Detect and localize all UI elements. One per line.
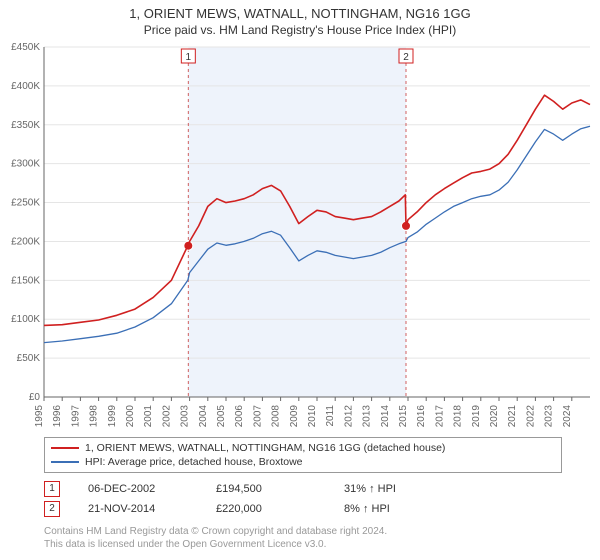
chart-subtitle: Price paid vs. HM Land Registry's House … — [0, 23, 600, 41]
svg-text:£450K: £450K — [11, 42, 40, 53]
svg-text:1999: 1999 — [107, 404, 118, 427]
svg-text:£100K: £100K — [11, 314, 40, 325]
svg-text:1995: 1995 — [34, 404, 45, 427]
svg-text:2003: 2003 — [180, 404, 191, 427]
svg-text:2001: 2001 — [143, 404, 154, 427]
svg-text:2006: 2006 — [234, 404, 245, 427]
legend-swatch — [51, 447, 79, 449]
legend-row: HPI: Average price, detached house, Brox… — [51, 455, 555, 469]
footer-line: Contains HM Land Registry data © Crown c… — [44, 525, 562, 538]
marker-price: £194,500 — [216, 483, 316, 495]
marker-table: 1 06-DEC-2002 £194,500 31% ↑ HPI 2 21-NOV-201… — [44, 479, 562, 519]
line-chart-svg: £0 £50K £100K £150K £200K £250K £300K £350K £400… — [0, 41, 600, 431]
svg-text:1: 1 — [186, 52, 192, 63]
chart-container: 1, ORIENT MEWS, WATNALL, NOTTINGHAM, NG1… — [0, 0, 600, 560]
svg-text:2009: 2009 — [289, 404, 300, 427]
marker-row: 1 06-DEC-2002 £194,500 31% ↑ HPI — [44, 479, 562, 499]
svg-text:2021: 2021 — [507, 404, 518, 427]
svg-text:£200K: £200K — [11, 236, 40, 247]
svg-text:2010: 2010 — [307, 404, 318, 427]
svg-text:2002: 2002 — [161, 404, 172, 427]
svg-text:£150K: £150K — [11, 275, 40, 286]
svg-text:2011: 2011 — [325, 404, 336, 426]
svg-text:£50K: £50K — [17, 353, 41, 364]
svg-text:2008: 2008 — [271, 404, 282, 427]
marker-date: 21-NOV-2014 — [88, 503, 188, 515]
chart-plot-area: £0 £50K £100K £150K £200K £250K £300K £350K £400… — [0, 41, 600, 431]
legend: 1, ORIENT MEWS, WATNALL, NOTTINGHAM, NG1… — [44, 437, 562, 473]
svg-text:2015: 2015 — [398, 404, 409, 427]
svg-text:1996: 1996 — [52, 404, 63, 427]
svg-text:£250K: £250K — [11, 197, 40, 208]
svg-text:£0: £0 — [29, 392, 41, 403]
svg-text:2000: 2000 — [125, 404, 136, 427]
svg-text:£400K: £400K — [11, 81, 40, 92]
svg-text:£350K: £350K — [11, 120, 40, 131]
svg-text:2023: 2023 — [544, 404, 555, 427]
marker-row: 2 21-NOV-2014 £220,000 8% ↑ HPI — [44, 499, 562, 519]
svg-text:2016: 2016 — [416, 404, 427, 427]
svg-text:£300K: £300K — [11, 159, 40, 170]
svg-text:2024: 2024 — [562, 404, 573, 427]
svg-text:2013: 2013 — [362, 404, 373, 427]
svg-text:2007: 2007 — [252, 404, 263, 427]
footer-line: This data is licensed under the Open Gov… — [44, 538, 562, 551]
footer-attribution: Contains HM Land Registry data © Crown c… — [44, 525, 562, 551]
marker-number-box: 1 — [44, 481, 60, 497]
legend-row: 1, ORIENT MEWS, WATNALL, NOTTINGHAM, NG1… — [51, 441, 555, 455]
legend-label: 1, ORIENT MEWS, WATNALL, NOTTINGHAM, NG1… — [85, 442, 445, 454]
marker-date: 06-DEC-2002 — [88, 483, 188, 495]
svg-text:1998: 1998 — [89, 404, 100, 427]
svg-text:2018: 2018 — [453, 404, 464, 427]
legend-label: HPI: Average price, detached house, Brox… — [85, 456, 303, 468]
marker-delta: 8% ↑ HPI — [344, 503, 444, 515]
svg-text:2022: 2022 — [525, 404, 536, 427]
svg-text:2: 2 — [403, 52, 409, 63]
svg-text:2020: 2020 — [489, 404, 500, 427]
svg-text:2012: 2012 — [343, 404, 354, 427]
marker-number-box: 2 — [44, 501, 60, 517]
marker-price: £220,000 — [216, 503, 316, 515]
chart-title: 1, ORIENT MEWS, WATNALL, NOTTINGHAM, NG1… — [0, 0, 600, 23]
svg-text:2019: 2019 — [471, 404, 482, 427]
svg-text:2004: 2004 — [198, 404, 209, 427]
legend-swatch — [51, 461, 79, 463]
marker-delta: 31% ↑ HPI — [344, 483, 444, 495]
svg-text:2014: 2014 — [380, 404, 391, 427]
svg-text:2017: 2017 — [434, 404, 445, 427]
svg-text:2005: 2005 — [216, 404, 227, 427]
svg-text:1997: 1997 — [70, 404, 81, 427]
